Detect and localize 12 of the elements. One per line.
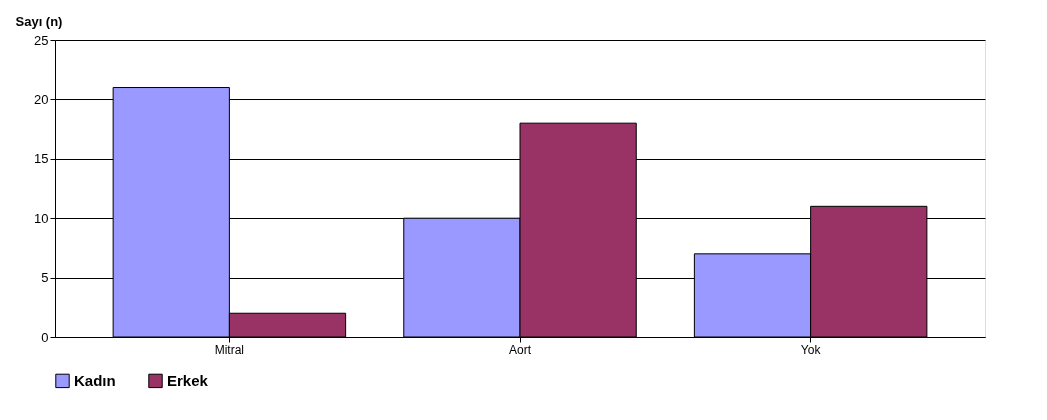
y-axis-title: Sayı (n) bbox=[15, 13, 63, 29]
y-tick-label: 10 bbox=[34, 210, 49, 226]
x-tick-label: Yok bbox=[800, 342, 822, 357]
x-tick-label: Mitral bbox=[214, 342, 245, 357]
y-tick-label: 15 bbox=[34, 151, 49, 167]
x-tick-label: Aort bbox=[508, 342, 532, 357]
y-tick-label: 0 bbox=[41, 329, 49, 345]
y-tick-label: 20 bbox=[34, 91, 49, 107]
y-tick-label: 5 bbox=[41, 270, 49, 286]
y-tick-label: 25 bbox=[34, 32, 49, 48]
legend-label: Kadın bbox=[74, 371, 116, 389]
legend-label: Erkek bbox=[167, 371, 209, 389]
